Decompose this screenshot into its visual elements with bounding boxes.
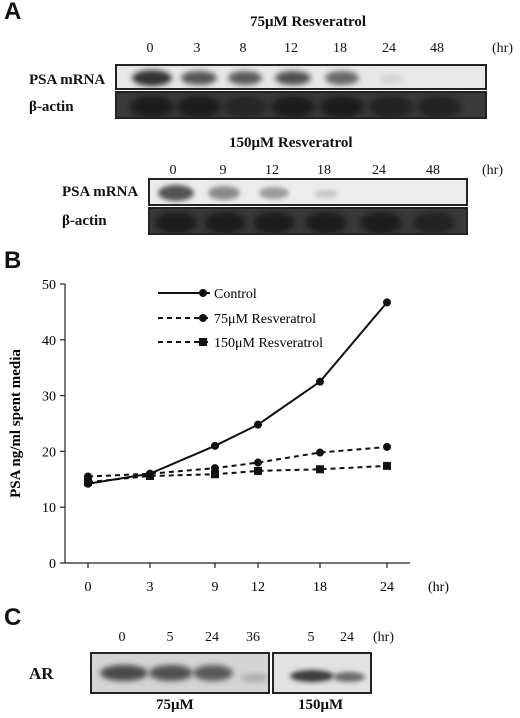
legend-marker bbox=[199, 289, 207, 297]
y-tick-label: 40 bbox=[42, 334, 56, 349]
blot2-time-label: 9 bbox=[219, 163, 227, 178]
panelc-time-label: 5 bbox=[166, 630, 174, 645]
blot2-time-label: 48 bbox=[426, 163, 440, 178]
y-tick-label: 20 bbox=[42, 445, 56, 460]
blot2-time-label: 0 bbox=[169, 163, 177, 178]
blot2-time-label: 24 bbox=[372, 163, 386, 178]
panelc-right-label: 150μM bbox=[298, 697, 344, 713]
blot1-time-label: 8 bbox=[239, 41, 247, 56]
panelc-time-label: 24 bbox=[205, 630, 219, 645]
blot1-time-label: 0 bbox=[146, 41, 154, 56]
panelc-left-bands bbox=[100, 665, 268, 682]
blot1-psa-strip bbox=[115, 64, 487, 90]
data-point bbox=[383, 298, 391, 307]
chart-legend: Control 75μM Resveratrol 150μM Resveratrol bbox=[158, 287, 323, 351]
chart-axes: 0 10 20 30 40 50 0 3 9 12 18 24 (hr) PSA ng/ml spent … bbox=[8, 278, 449, 595]
blot1-actin-strip bbox=[115, 91, 487, 119]
blot2-psa-bands bbox=[158, 185, 338, 201]
panelc-time-label: 5 bbox=[307, 630, 315, 645]
y-tick-label: 0 bbox=[49, 557, 56, 572]
x-unit-label: (hr) bbox=[428, 580, 449, 595]
data-point bbox=[316, 448, 324, 457]
x-tick-label: 3 bbox=[147, 580, 154, 595]
blot2-row1-label: PSA mRNA bbox=[62, 184, 139, 200]
x-tick-label: 0 bbox=[85, 580, 92, 595]
blot2-unit: (hr) bbox=[482, 163, 503, 178]
blot1-title: 75μM Resveratrol bbox=[250, 14, 367, 30]
data-point bbox=[254, 466, 262, 475]
y-tick-label: 10 bbox=[42, 501, 56, 516]
data-point bbox=[254, 420, 262, 429]
blot1-row1-label: PSA mRNA bbox=[29, 72, 106, 88]
legend-marker bbox=[199, 338, 207, 346]
blot1-time-label: 24 bbox=[382, 41, 396, 56]
blot2-row2-label: β-actin bbox=[62, 213, 107, 229]
x-tick-label: 24 bbox=[380, 580, 394, 595]
panelc-time-label: 0 bbox=[118, 630, 126, 645]
blot1-time-label: 12 bbox=[284, 41, 298, 56]
x-tick-label: 18 bbox=[313, 580, 327, 595]
blot2-actin-strip bbox=[148, 207, 468, 235]
y-tick-label: 50 bbox=[42, 278, 56, 293]
legend-label: 75μM Resveratrol bbox=[214, 312, 316, 327]
blot2-actin-bands bbox=[155, 212, 455, 233]
y-tick-label: 30 bbox=[42, 390, 56, 405]
blot1-actin-bands bbox=[130, 96, 461, 117]
blot1-row2-label: β-actin bbox=[29, 99, 74, 115]
series-line bbox=[87, 464, 388, 484]
x-tick-label: 12 bbox=[251, 580, 265, 595]
data-point bbox=[254, 458, 262, 467]
data-point bbox=[211, 441, 219, 450]
data-point bbox=[316, 465, 324, 474]
blot1-unit: (hr) bbox=[492, 41, 513, 56]
legend-marker bbox=[199, 314, 207, 322]
data-point bbox=[383, 442, 391, 451]
series-line bbox=[87, 301, 388, 485]
y-axis-label: PSA ng/ml spent media bbox=[8, 349, 24, 498]
data-point bbox=[84, 478, 92, 487]
panelc-row-label: AR bbox=[29, 664, 54, 683]
legend-label: 150μM Resveratrol bbox=[214, 336, 323, 351]
legend-label: Control bbox=[214, 287, 257, 302]
data-point bbox=[146, 471, 154, 480]
data-point bbox=[316, 377, 324, 386]
chart-series bbox=[84, 298, 391, 488]
blot1-psa-bands bbox=[132, 70, 403, 86]
data-point bbox=[383, 461, 391, 470]
data-point bbox=[211, 464, 219, 473]
data-point bbox=[211, 470, 219, 479]
panelc-blot-left bbox=[90, 652, 270, 694]
panelc-unit: (hr) bbox=[373, 630, 394, 645]
panelc-time-label: 36 bbox=[246, 630, 260, 645]
panel-c-letter: C bbox=[4, 604, 22, 631]
line-chart: 0 10 20 30 40 50 0 3 9 12 18 24 (hr) PSA ng/ml spent … bbox=[8, 278, 449, 595]
blot1-time-label: 48 bbox=[430, 41, 444, 56]
blot2-psa-strip bbox=[148, 178, 468, 206]
panelc-blot-right bbox=[272, 652, 372, 694]
panelc-time-label: 24 bbox=[340, 630, 354, 645]
blot1-time-label: 18 bbox=[333, 41, 347, 56]
x-tick-label: 9 bbox=[212, 580, 219, 595]
series-line bbox=[87, 445, 388, 478]
panel-b-letter: B bbox=[4, 247, 22, 274]
blot2-time-label: 12 bbox=[265, 163, 279, 178]
blot2-time-label: 18 bbox=[317, 163, 331, 178]
panelc-right-bands bbox=[290, 670, 365, 682]
blot2-title: 150μM Resveratrol bbox=[229, 135, 353, 151]
panelc-left-label: 75μM bbox=[156, 697, 194, 713]
blot1-time-label: 3 bbox=[193, 41, 201, 56]
panel-a-letter: A bbox=[4, 0, 22, 25]
